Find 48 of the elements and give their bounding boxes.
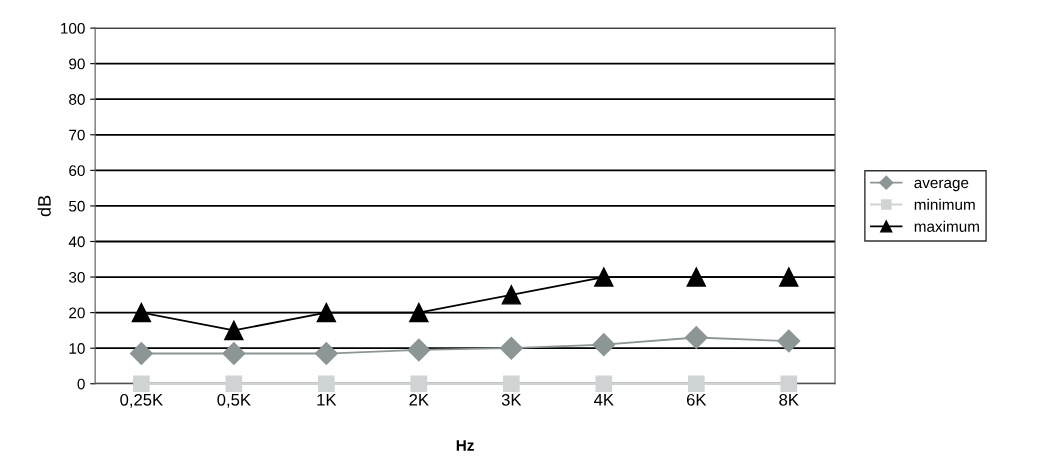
x-tick-label: 2K bbox=[409, 393, 429, 406]
point bbox=[501, 285, 522, 305]
y-tick-label: 10 bbox=[69, 343, 85, 354]
point bbox=[777, 329, 801, 353]
point bbox=[779, 267, 799, 287]
point bbox=[409, 302, 429, 323]
y-tick-label: 70 bbox=[69, 129, 85, 141]
y-tick-label: 40 bbox=[68, 236, 85, 248]
y-tick-label: 60 bbox=[69, 165, 85, 177]
x-tick-label: 0,5K bbox=[217, 393, 251, 408]
point bbox=[316, 302, 337, 323]
x-tick-label: 3K bbox=[501, 393, 522, 406]
legend-label: minimum bbox=[914, 198, 975, 211]
point bbox=[318, 375, 335, 393]
point bbox=[687, 375, 705, 393]
y-tick-label: 100 bbox=[61, 22, 85, 34]
point bbox=[684, 326, 708, 350]
y-tick-label: 50 bbox=[69, 200, 85, 212]
x-tick-label: 1K bbox=[317, 394, 337, 406]
point bbox=[592, 333, 616, 357]
point bbox=[407, 338, 431, 362]
x-axis-title: Hz bbox=[456, 440, 474, 451]
y-tick-label: 90 bbox=[69, 58, 85, 70]
point bbox=[780, 375, 798, 393]
x-tick-label: 8K bbox=[779, 393, 799, 406]
y-axis-title: dB bbox=[37, 195, 51, 217]
y-tick-label: 80 bbox=[69, 94, 85, 105]
point bbox=[594, 267, 614, 287]
x-tick-label: 0,25K bbox=[120, 393, 163, 408]
point bbox=[224, 320, 244, 341]
point bbox=[502, 375, 520, 393]
x-tick-label: 6K bbox=[686, 393, 707, 406]
point bbox=[131, 302, 152, 323]
point bbox=[595, 375, 613, 393]
legend-label: average bbox=[914, 179, 969, 192]
y-tick-label: 0 bbox=[77, 378, 85, 390]
legend-label: maximum bbox=[914, 220, 979, 232]
y-tick-label: 30 bbox=[69, 271, 85, 283]
point bbox=[314, 342, 338, 366]
point bbox=[410, 375, 428, 393]
x-tick-label: 4K bbox=[594, 394, 614, 406]
point bbox=[133, 375, 150, 393]
point bbox=[225, 375, 243, 393]
point bbox=[499, 336, 523, 360]
point bbox=[686, 267, 707, 287]
point bbox=[129, 342, 153, 366]
point bbox=[222, 342, 246, 366]
y-tick-label: 20 bbox=[69, 307, 85, 319]
